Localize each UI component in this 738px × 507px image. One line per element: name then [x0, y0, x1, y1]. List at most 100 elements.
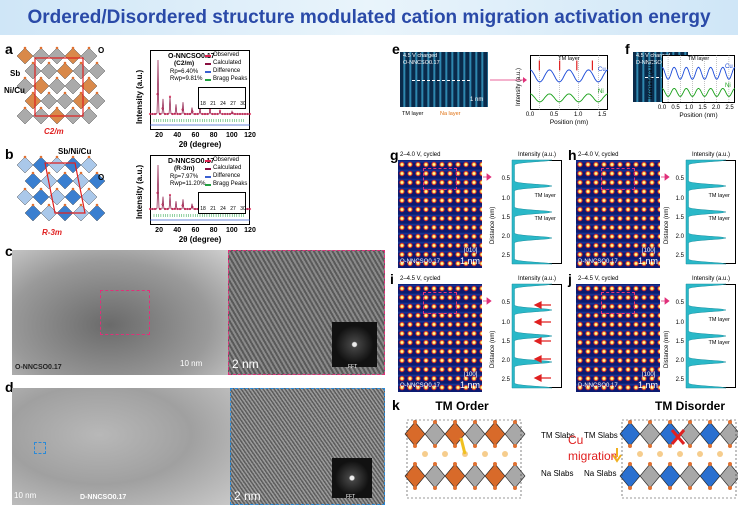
octahedron: [679, 463, 701, 489]
legend-entry: Observed: [213, 52, 240, 58]
unit-cell: [406, 419, 522, 499]
profile-plot: [511, 283, 553, 389]
y-tick-label: 1.0: [501, 319, 510, 326]
y-axis-label: Distance (nm): [490, 206, 496, 244]
layer-label: TM layer: [708, 340, 730, 347]
na-atom: [717, 451, 723, 457]
panel-letter: e: [392, 41, 400, 57]
octahedron: [64, 188, 82, 206]
octahedron: [16, 47, 34, 65]
label: (C2/m): [174, 60, 195, 67]
x-tick-label: 100: [225, 227, 238, 234]
atom: [668, 486, 672, 490]
legend-marker: [205, 168, 211, 170]
atom: [708, 444, 712, 448]
panel-letter: b: [5, 146, 14, 162]
inset-tick-label: 21: [210, 206, 216, 212]
x-tick-label: 1.0: [573, 112, 583, 118]
scale-bar: 10 nm: [180, 359, 203, 368]
inset-tick-label: 30: [240, 101, 246, 107]
atom: [708, 462, 712, 466]
x-tick-label: 1.5: [598, 112, 607, 118]
sample-name: O-NNCSO0.17: [400, 259, 441, 265]
link-arrow: [483, 173, 492, 181]
atom: [23, 155, 27, 159]
zone-axis: [100]: [642, 372, 656, 378]
panel-letter: f: [625, 41, 630, 57]
na-atom: [422, 451, 428, 457]
octahedron: [64, 156, 82, 174]
structure-r3m: [16, 155, 106, 222]
na-atom: [442, 451, 448, 457]
octahedron: [32, 77, 50, 95]
sample-name: O-NNCSO0.17: [403, 60, 440, 66]
octahedron: [88, 92, 106, 110]
x-tick-label: 2.0: [711, 105, 721, 111]
inset-tick-label: 24: [220, 206, 226, 212]
link-arrow: [661, 173, 670, 181]
atom: [87, 187, 91, 191]
migration-label: Cu: [568, 433, 584, 447]
series-label: Ni: [725, 83, 731, 90]
octahedron: [64, 77, 82, 95]
layer-label: TM layer: [708, 216, 730, 223]
y-axis-label: Distance (nm): [490, 330, 496, 368]
octahedron: [40, 62, 58, 80]
atom: [31, 91, 35, 95]
octahedron: [619, 463, 641, 489]
atom: [708, 486, 712, 490]
atom: [453, 462, 457, 466]
panel-letter: i: [390, 271, 394, 287]
sample-name: O-NNCSO0.17: [15, 364, 62, 371]
y-tick-label: 1.0: [675, 319, 684, 326]
inset-frame: [198, 87, 246, 109]
atom: [513, 420, 517, 424]
structure-c2m: [16, 46, 106, 125]
arrow: [533, 337, 551, 346]
atom: [413, 462, 417, 466]
atom: [433, 486, 437, 490]
octahedron: [88, 62, 106, 80]
profile-plot: [661, 55, 736, 103]
atom: [71, 187, 75, 191]
atom: [453, 420, 457, 424]
x-tick-label: 20: [155, 227, 163, 234]
label: Sb/Ni/Cu: [58, 147, 92, 156]
octahedron: [699, 463, 721, 489]
arrow: [533, 318, 551, 327]
y-tick-label: 2.5: [675, 377, 684, 384]
atom: [47, 203, 51, 207]
unit-cell: [44, 162, 86, 214]
octahedron: [88, 172, 106, 190]
y-tick-label: 2.5: [501, 377, 510, 384]
legend-marker: [205, 79, 211, 81]
atom: [31, 203, 35, 207]
link-arrow: [661, 173, 670, 181]
scale-bar: 1 nm: [638, 256, 659, 266]
octahedron: [719, 463, 738, 489]
unit-cell: [621, 419, 737, 499]
octahedron: [424, 421, 446, 447]
panel-letter: c: [5, 243, 13, 259]
atom: [39, 106, 43, 110]
cu-profile: [661, 66, 736, 80]
atom: [413, 444, 417, 448]
atom: [668, 444, 672, 448]
y-tick-label: 0.5: [675, 300, 684, 307]
atom: [413, 486, 417, 490]
octahedron: [16, 188, 34, 206]
series-label: Cu: [598, 66, 606, 73]
y-axis-label: Intensity (a.u.): [516, 67, 522, 106]
x-tick-label: 1.5: [698, 105, 707, 111]
condition: 4.5 V charged: [403, 53, 438, 59]
arrow: [533, 354, 551, 363]
zoom-box: [100, 290, 150, 335]
plot-frame: [530, 55, 608, 110]
sample-name: O-NNCSO0.17: [400, 383, 441, 389]
octahedron: [619, 421, 641, 447]
intensity-profile: [511, 283, 553, 389]
condition: 2–4.0 V, cycled: [400, 152, 441, 158]
x-axis-label: Intensity (a.u.): [517, 152, 557, 158]
link-arrow: [655, 74, 659, 80]
